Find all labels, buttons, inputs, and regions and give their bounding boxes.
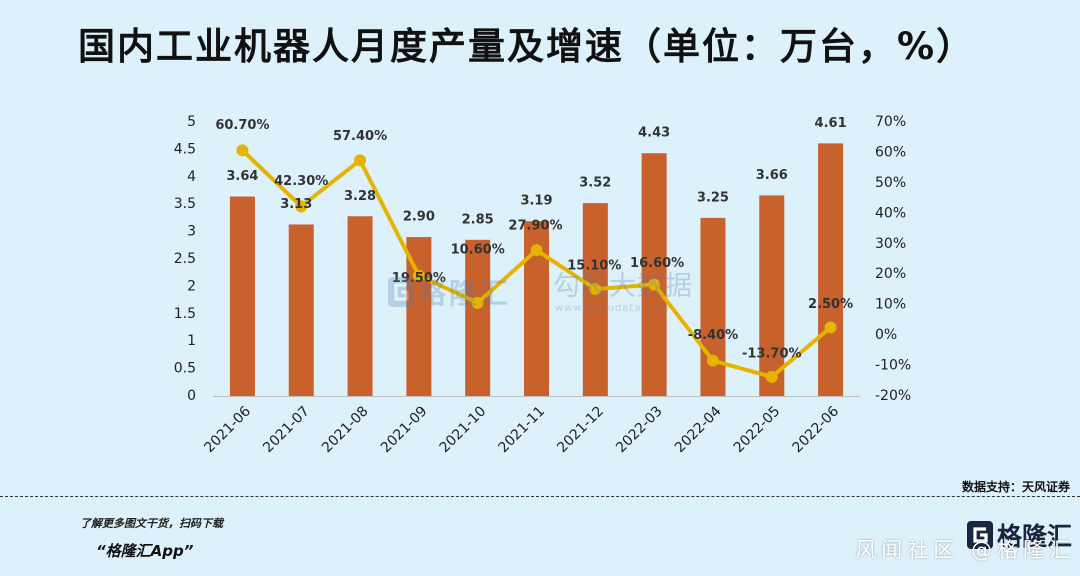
bar [759,195,785,396]
growth-value-label: 10.60% [451,242,505,257]
data-source: 数据支持：天风证券 [961,480,1070,494]
bar [641,153,667,396]
y-left-tick-label: 2 [187,278,196,294]
y-right-tick-label: 70% [875,114,906,130]
y-left-tick-label: 2.5 [174,251,196,267]
bar-value-label: 4.61 [815,116,847,131]
app-name: “格隆汇App” [96,542,194,560]
bar-value-label: 4.43 [638,126,670,141]
brand-logo: 格隆汇 [966,521,1072,553]
bar [347,216,373,396]
bar [700,217,726,396]
bar-value-label: 2.90 [403,210,435,225]
growth-point [589,283,602,296]
y-left-tick-label: 1 [187,333,196,349]
bar-value-label: 2.85 [462,212,494,227]
chart: 0 0.5 1 1.5 2 2.5 3 3.5 4 4.5 5 -20% -10% 0% 10% 20% 30%… [174,114,911,456]
growth-point [648,278,661,291]
growth-value-label: 60.70% [215,118,269,133]
growth-value-label: 19.50% [392,271,446,286]
growth-point [530,244,543,257]
bar [229,196,255,396]
y-axis-left: 0 0.5 1 1.5 2 2.5 3 3.5 4 4.5 5 [174,114,196,404]
bar-value-label: 3.64 [226,169,258,184]
y-left-tick-label: 0 [187,388,196,404]
growth-point [295,200,308,213]
y-right-tick-label: 0% [875,327,897,343]
growth-point [706,354,719,367]
y-right-tick-label: 30% [875,236,906,252]
growth-value-label: 27.90% [508,219,562,234]
bar-value-label: 3.13 [280,197,312,212]
x-tick-label: 2022-04 [672,403,725,456]
bar-value-label: 3.66 [756,168,788,183]
y-left-tick-label: 1.5 [174,306,196,322]
x-tick-label: 2021-10 [437,403,490,456]
y-right-tick-label: 40% [875,205,906,221]
y-right-tick-label: 50% [875,175,906,191]
bar-data-labels: 3.64 3.13 3.28 2.90 2.85 3.19 3.52 4.43 3.25 3.66… [226,116,846,227]
growth-value-label: -8.40% [688,328,739,343]
x-tick-label: 2021-08 [319,403,372,456]
y-right-tick-label: 20% [875,266,906,282]
x-tick-label: 2021-09 [378,403,431,456]
x-tick-label: 2021-11 [495,403,548,456]
growth-data-labels: 60.70% 42.30% 57.40% 19.50% 10.60%27.90% 15.1… [215,118,853,362]
x-tick-label: 2021-06 [201,403,254,456]
bar-value-label: 3.25 [697,190,729,205]
promo-text: 了解更多图文干货，扫码下载 [80,517,223,530]
bar-value-label: 3.52 [579,176,611,191]
y-right-tick-label: 10% [875,297,906,313]
x-tick-label: 2022-03 [613,403,666,456]
growth-point [236,144,249,157]
growth-point [824,321,837,334]
y-right-tick-label: -20% [875,388,911,404]
y-right-tick-label: -10% [875,358,911,374]
growth-point [354,154,367,167]
logo-text: 格隆汇 [996,522,1072,551]
y-left-tick-label: 4.5 [174,141,196,157]
growth-value-label: 42.30% [274,174,328,189]
growth-value-label: 15.10% [567,259,621,274]
x-tick-label: 2022-05 [731,403,784,456]
x-tick-label: 2021-12 [554,403,607,456]
chart-title: 国内工业机器人月度产量及增速（单位：万台，%） [78,25,976,68]
growth-point [412,269,425,282]
y-left-tick-label: 0.5 [174,361,196,377]
y-right-tick-label: 60% [875,144,906,160]
footer-divider [0,496,1080,497]
bar [288,224,314,396]
bar-value-label: 3.28 [344,189,376,204]
y-left-tick-label: 3 [187,224,196,240]
growth-value-label: 16.60% [630,256,684,271]
growth-value-label: -13.70% [742,346,802,361]
y-left-tick-label: 4 [187,169,196,185]
x-tick-label: 2022-06 [790,403,843,456]
growth-value-label: 2.50% [808,297,853,312]
y-left-tick-label: 5 [187,114,196,130]
bar-value-label: 3.19 [520,194,552,209]
growth-value-label: 57.40% [333,129,387,144]
g-logo-icon [966,521,993,553]
growth-points [236,144,837,383]
x-axis: 2021-06 2021-07 2021-08 2021-09 2021-10 2021-… [201,403,842,456]
growth-point [765,370,778,383]
x-tick-label: 2021-07 [260,403,313,456]
bar [818,143,844,396]
bar [582,203,608,396]
y-left-tick-label: 3.5 [174,196,196,212]
y-axis-right: -20% -10% 0% 10% 20% 30% 40% 50% 60% 70% [875,114,911,404]
bar [465,239,491,396]
growth-point [471,296,484,309]
